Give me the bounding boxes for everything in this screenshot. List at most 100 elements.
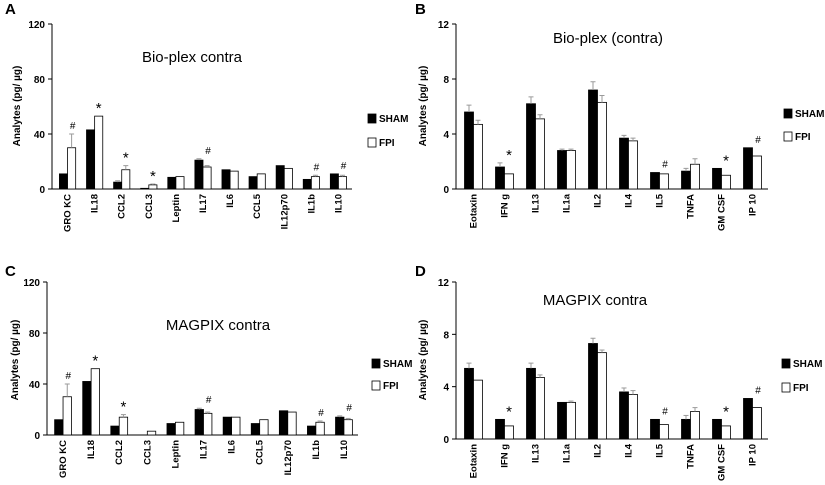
panel-a-significance-mark: #	[341, 161, 347, 172]
panel-b-bar-sham	[712, 167, 722, 190]
panel-d-bar-fpi	[752, 407, 762, 440]
panel-a-bar-sham	[275, 165, 285, 190]
panel-b-bar-sham	[681, 170, 691, 190]
panel-b-x-tick-label: IL5	[655, 193, 666, 207]
panel-c-bar-fpi	[231, 416, 241, 436]
panel-c-bar-sham	[278, 410, 289, 436]
panel-d-legend-label-sham: SHAM	[793, 359, 822, 370]
panel-b-y-tick-label: 8	[443, 75, 449, 86]
panel-c-x-tick-label: IL17	[199, 440, 210, 459]
panel-b-y-axis-label: Analytes (pg/ µg)	[418, 66, 429, 147]
panel-b-bar-fpi	[752, 155, 762, 190]
panel-b-x-tick-label: Eotaxin	[469, 194, 480, 229]
panel-c-bar-sham	[335, 416, 345, 436]
panel-d-bar-sham	[557, 401, 567, 440]
panel-a-bar-fpi	[67, 147, 77, 190]
panel-a-y-tick-label: 80	[34, 75, 46, 86]
panel-b-y-tick-label: 12	[438, 20, 450, 31]
panel-b-bar-fpi	[566, 150, 576, 190]
panel-d-bar-sham	[619, 391, 629, 440]
panel-d-x-tick-label: GM CSF	[717, 444, 728, 481]
panel-a-bar-sham	[221, 169, 231, 190]
panel-a-bar-sham	[59, 173, 68, 190]
panel-b-bar-fpi	[473, 123, 483, 190]
panel-a-bar-sham	[248, 176, 258, 190]
panel-a: A Bio-plex contra Analytes (pg/ µg) 0 40 80 12…	[5, 1, 408, 232]
panel-a-title: Bio-plex contra	[142, 49, 243, 66]
panel-d-bar-fpi	[721, 425, 731, 440]
panel-b-significance-mark: #	[755, 135, 761, 146]
panel-d-title: MAGPIX contra	[543, 292, 648, 309]
panel-d-x-tick-label: IL1a	[562, 443, 573, 463]
panel-d-bar-sham	[495, 418, 505, 440]
panel-c-significance-mark: #	[206, 395, 212, 406]
panel-a-bar-sham	[329, 173, 339, 190]
panel-a-bar-fpi	[94, 115, 104, 190]
panel-a-bar-sham	[302, 178, 312, 190]
panel-d-legend-label-fpi: FPI	[793, 383, 809, 394]
panel-a-bar-sham	[140, 187, 150, 190]
panel-a-legend-label-fpi: FPI	[379, 138, 395, 149]
panel-c-x-tick-label: GRO KC	[58, 440, 69, 478]
panel-a-bar-fpi	[283, 167, 293, 190]
panel-c-bar-sham	[54, 419, 64, 436]
panel-c-significance-mark: #	[346, 403, 352, 414]
panel-a-bar-sham	[194, 159, 204, 190]
panel-d-significance-mark: *	[723, 403, 729, 420]
panel-a-y-axis-label: Analytes (pg/ µg)	[12, 66, 23, 147]
panel-b-bar-sham	[526, 103, 536, 190]
panel-d-bar-fpi	[473, 379, 483, 440]
panel-d-bar-fpi	[535, 377, 545, 440]
panel-b-y-tick-label: 0	[443, 185, 449, 196]
panel-d-bar-sham	[588, 343, 598, 440]
panel-c-y-axis-label: Analytes (pg/ µg)	[10, 320, 21, 401]
panel-b-bar-sham	[464, 111, 474, 190]
panel-c-significance-mark: *	[121, 399, 127, 416]
panel-a-significance-mark: #	[314, 162, 320, 173]
panel-b-bar-sham	[619, 137, 629, 190]
panel-c-x-tick-label: IL6	[227, 440, 238, 454]
panel-b-bar-sham	[495, 166, 505, 190]
panel-b-significance-mark: #	[662, 160, 668, 171]
panel-d-y-tick-label: 12	[438, 278, 450, 289]
panel-b-x-tick-label: IL13	[531, 194, 542, 213]
panel-a-x-tick-label: IL18	[90, 194, 101, 213]
panel-d-bar-sham	[650, 418, 660, 440]
panel-b-legend-swatch-sham	[783, 108, 793, 119]
panel-d-bar-sham	[743, 398, 753, 440]
panel-c-bar-fpi	[203, 412, 213, 436]
panel-b-bar-fpi	[597, 101, 607, 190]
panel-d-x-tick-label: IL2	[593, 444, 604, 458]
panel-d-y-tick-label: 8	[443, 330, 449, 341]
panel-d-bar-fpi	[566, 401, 576, 440]
panel-b-bar-sham	[588, 89, 598, 190]
panel-d-significance-mark: #	[755, 385, 761, 396]
panel-a-legend-label-sham: SHAM	[379, 114, 408, 125]
panel-c-bar-sham	[194, 409, 204, 436]
panel-d-x-tick-label: IP 10	[748, 444, 759, 466]
panel-a-bar-fpi	[338, 176, 347, 190]
panel-c-legend-label-fpi: FPI	[383, 381, 399, 392]
panel-c-x-tick-label: IL12p70	[283, 440, 294, 475]
panel-c-bar-sham	[307, 425, 317, 436]
panel-a-y-tick-label: 0	[39, 185, 45, 196]
panel-b-legend-label-fpi: FPI	[795, 132, 811, 143]
panel-c-bar-sham	[222, 416, 232, 436]
panel-a-x-tick-label: IL6	[225, 194, 236, 208]
panel-b-x-tick-label: IFN g	[500, 194, 511, 218]
panel-c-bar-fpi	[315, 421, 325, 436]
panel-c-bar-fpi	[146, 430, 157, 436]
panel-d-bar-fpi	[504, 425, 514, 440]
panel-a-bar-fpi	[229, 170, 239, 190]
panel-a-x-tick-label: IL1b	[306, 194, 317, 214]
panel-d-significance-mark: #	[662, 406, 668, 417]
panel-d-bar-fpi	[690, 411, 700, 440]
panel-a-bar-sham	[113, 181, 123, 190]
panel-b-x-tick-label: IL4	[624, 193, 635, 207]
panel-d-x-tick-label: IL5	[655, 443, 666, 457]
panel-c-significance-mark: #	[65, 371, 71, 382]
panel-c-bar-fpi	[287, 411, 297, 436]
panel-b-bar-sham	[557, 150, 567, 190]
panel-d-legend-swatch-fpi	[781, 382, 791, 393]
panel-c-bar-sham	[82, 381, 92, 436]
